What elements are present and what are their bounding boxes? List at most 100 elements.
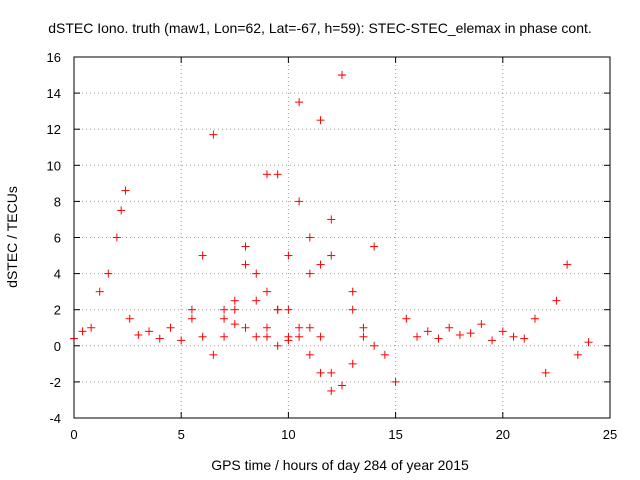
data-point [134, 330, 143, 339]
data-point [327, 386, 336, 395]
grid-lines [74, 57, 610, 418]
x-tick-label: 15 [388, 427, 402, 442]
x-tick-label: 25 [603, 427, 617, 442]
data-point [187, 305, 196, 314]
data-point [95, 287, 104, 296]
data-point [87, 323, 96, 332]
data-point [273, 341, 282, 350]
data-point [348, 305, 357, 314]
data-point [273, 305, 282, 314]
data-point [262, 287, 271, 296]
data-point [305, 323, 314, 332]
y-tick-label: 2 [54, 303, 61, 318]
data-point [423, 327, 432, 336]
data-point [498, 327, 507, 336]
data-point [241, 260, 250, 269]
data-point [316, 260, 325, 269]
data-point [230, 320, 239, 329]
y-tick-labels: -4 -2 0 2 4 6 8 10 12 14 16 [47, 50, 61, 426]
data-point [284, 336, 293, 345]
y-tick-label: 0 [54, 339, 61, 354]
data-point [327, 251, 336, 260]
data-point [391, 377, 400, 386]
data-point [145, 327, 154, 336]
chart-title: dSTEC Iono. truth (maw1, Lon=62, Lat=-67… [48, 20, 592, 36]
data-point [241, 323, 250, 332]
y-tick-label: 8 [54, 194, 61, 209]
data-point [348, 287, 357, 296]
data-point [78, 327, 87, 336]
data-point [187, 314, 196, 323]
data-point [370, 341, 379, 350]
data-point [402, 314, 411, 323]
data-point [316, 116, 325, 125]
data-point [584, 338, 593, 347]
data-point [252, 332, 261, 341]
data-point [455, 330, 464, 339]
data-point [520, 334, 529, 343]
y-tick-label: 4 [54, 267, 61, 282]
x-tick-label: 10 [281, 427, 295, 442]
y-tick-label: 14 [47, 86, 61, 101]
data-point [573, 350, 582, 359]
data-point [198, 251, 207, 260]
data-point [262, 323, 271, 332]
data-point [305, 269, 314, 278]
tick-marks [73, 56, 611, 419]
data-point [220, 305, 229, 314]
data-point [359, 332, 368, 341]
y-tick-label: -2 [49, 375, 61, 390]
data-point [530, 314, 539, 323]
data-point [445, 323, 454, 332]
data-point [380, 350, 389, 359]
x-axis-label: GPS time / hours of day 284 of year 2015 [211, 457, 469, 473]
data-point [284, 305, 293, 314]
data-point [177, 336, 186, 345]
y-tick-label: -4 [49, 411, 61, 426]
data-point [209, 130, 218, 139]
x-tick-labels: 0 5 10 15 20 25 [70, 427, 617, 442]
x-tick-label: 20 [496, 427, 510, 442]
y-tick-label: 16 [47, 50, 61, 65]
data-point [305, 233, 314, 242]
data-point [295, 197, 304, 206]
data-point [413, 332, 422, 341]
y-tick-label: 6 [54, 231, 61, 246]
data-point [316, 332, 325, 341]
data-point [338, 381, 346, 390]
data-point [295, 98, 304, 107]
data-point [104, 269, 113, 278]
data-point [252, 269, 261, 278]
data-point [209, 350, 218, 359]
data-point [155, 334, 164, 343]
y-tick-label: 10 [47, 158, 61, 173]
data-point [509, 332, 518, 341]
data-point [327, 368, 336, 377]
y-tick-label: 12 [47, 122, 61, 137]
y-axis-label: dSTEC / TECUs [4, 186, 20, 288]
data-point [466, 329, 475, 338]
data-points [70, 71, 593, 395]
data-point [370, 242, 379, 251]
data-point [241, 242, 250, 251]
data-point [327, 215, 336, 224]
data-point [316, 368, 325, 377]
data-point [488, 336, 497, 345]
data-point [262, 332, 271, 341]
data-point [552, 296, 561, 305]
data-point [125, 314, 134, 323]
data-point [252, 296, 261, 305]
data-point [112, 233, 121, 242]
data-point [348, 359, 357, 368]
data-point [295, 332, 304, 341]
data-point [220, 332, 229, 341]
data-point [166, 323, 175, 332]
data-point [262, 170, 271, 179]
data-point [121, 186, 130, 195]
data-point [295, 323, 304, 332]
data-point [563, 260, 572, 269]
data-point [198, 332, 207, 341]
data-point [305, 350, 314, 359]
data-point [359, 323, 368, 332]
